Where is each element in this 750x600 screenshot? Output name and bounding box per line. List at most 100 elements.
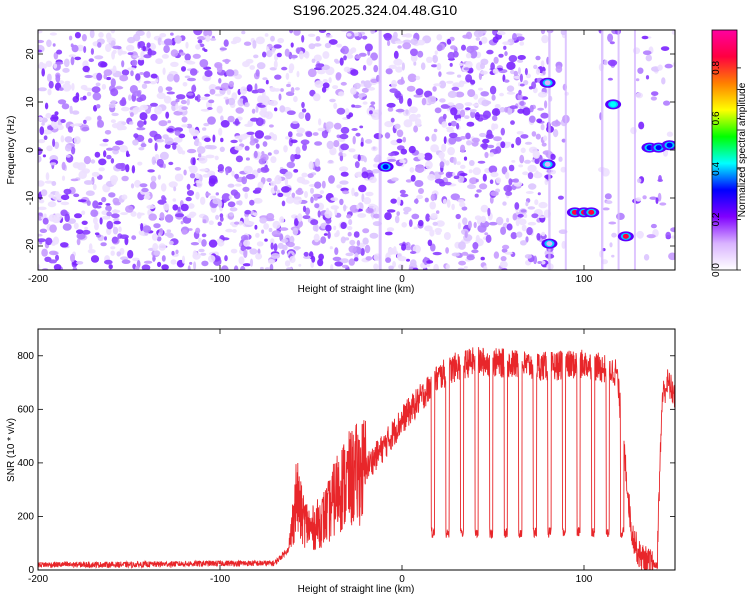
spectrogram-speck (60, 242, 69, 248)
spectrogram-speck (663, 100, 671, 106)
spectrogram-speck (286, 241, 295, 248)
spectrogram-speck (195, 173, 200, 179)
spectrogram-speck (405, 246, 412, 251)
spectrogram-speck (90, 255, 100, 263)
spectrogram-speck (128, 94, 132, 101)
spectrogram-speck (408, 145, 416, 154)
spectrogram-speck (265, 79, 269, 85)
spectrogram-speck (390, 117, 395, 123)
spectrogram-speck (417, 50, 424, 58)
spectrogram-speck (74, 213, 82, 219)
snr-x-label: Height of straight line (km) (298, 584, 415, 595)
spectrogram-speck (339, 180, 349, 185)
spectrogram-speck (357, 93, 367, 97)
spectrogram-speck (284, 48, 290, 57)
spectrogram-speck (200, 252, 207, 256)
spectrogram-speck (510, 69, 515, 75)
spectrogram-feature-core (546, 241, 553, 247)
spectrogram-speck (39, 126, 45, 135)
spectrogram-speck (212, 134, 216, 143)
spectrogram-speck (452, 51, 459, 58)
spectrogram-speck (362, 237, 369, 245)
spectrogram-speck (45, 237, 53, 246)
spectrogram-speck (443, 136, 447, 145)
spectrogram-speck (481, 36, 488, 44)
spectrogram-speck (509, 105, 518, 110)
spectrogram-speck (406, 85, 416, 92)
spectrogram-speck (202, 127, 207, 131)
spectrogram-speck (343, 66, 351, 73)
spectrogram-speck (450, 45, 457, 50)
spectrogram-speck (147, 169, 155, 173)
spectrogram-speck (360, 247, 365, 256)
spectrogram-speck (182, 82, 188, 87)
spectrogram-speck (500, 226, 507, 235)
spectrogram-speck (330, 264, 334, 270)
spectrogram-speck (533, 171, 543, 179)
spectrogram-speck (112, 197, 120, 205)
spectrogram-speck (172, 143, 177, 150)
spectrogram-speck (225, 168, 229, 176)
spectrogram-speck (336, 230, 340, 237)
spectrogram-speck (361, 87, 369, 93)
spectrogram-speck (480, 215, 487, 224)
spectrogram-speck (465, 107, 471, 111)
spectrogram-speck (223, 96, 229, 100)
spectrogram-speck (69, 124, 76, 127)
spectrogram-speck (485, 234, 492, 243)
spectrogram-speck (336, 43, 342, 48)
spectrogram-speck (478, 87, 483, 91)
spectrogram-speck (116, 251, 121, 257)
spectrogram-speck (443, 232, 451, 240)
spectrogram-speck (207, 170, 216, 177)
spectrogram-speck (439, 80, 447, 89)
spectrogram-speck (221, 193, 231, 202)
spectrogram-speck (293, 246, 301, 250)
spectrogram-speck (219, 47, 227, 51)
spectrogram-speck (435, 231, 442, 235)
spectrogram-speck (447, 146, 455, 156)
spectrogram-speck (279, 216, 285, 224)
spectrogram-speck (38, 87, 47, 92)
spectrogram-speck (243, 249, 248, 258)
spectrogram-speck (362, 35, 368, 40)
spectrogram-speck (303, 255, 311, 259)
spectrogram-speck (363, 197, 372, 205)
spectrogram-speck (245, 173, 256, 180)
spectrogram-speck (325, 224, 332, 232)
spectrogram-speck (317, 210, 321, 218)
spectrogram-speck (261, 229, 265, 234)
y-tick-label: 0 (25, 147, 36, 153)
spectrogram-speck (101, 196, 107, 203)
y-tick-label: -10 (25, 190, 36, 205)
spectrogram-speck (106, 147, 114, 151)
spectrogram-speck (260, 95, 270, 103)
spectrogram-speck (508, 55, 518, 63)
colorbar-ticks: 0.0 0.2 0.4 0.6 0.8 (711, 61, 741, 277)
spectrogram-speck (291, 192, 296, 198)
spectrogram-speck (511, 143, 515, 148)
spectrogram-speck (322, 51, 330, 59)
spectrogram-speck (41, 68, 45, 77)
spectrogram-speck (666, 131, 674, 137)
spectrogram-speck (189, 165, 198, 174)
spectrogram-speck (43, 129, 52, 135)
spectrogram-speck (168, 240, 174, 245)
spectrogram-speck (388, 64, 397, 70)
spectrogram-speck (504, 106, 508, 113)
spectrogram-speck (478, 72, 482, 80)
spectrogram-speck (208, 99, 215, 104)
spectrogram-speck (242, 61, 250, 68)
spectrogram-speck (534, 199, 539, 206)
spectrogram-speck (390, 198, 398, 204)
spectrogram-speck (120, 256, 129, 261)
spectrogram-speck (537, 215, 546, 219)
spectrogram-speck (405, 179, 412, 183)
spectrogram-speck (181, 106, 188, 110)
spectrogram-speck (371, 169, 380, 174)
spectrogram-speck (95, 104, 101, 109)
spectrogram-speck (604, 193, 612, 200)
spectrogram-speck (283, 145, 288, 153)
spectrogram-speck (147, 50, 157, 56)
spectrogram-speck (83, 156, 91, 165)
